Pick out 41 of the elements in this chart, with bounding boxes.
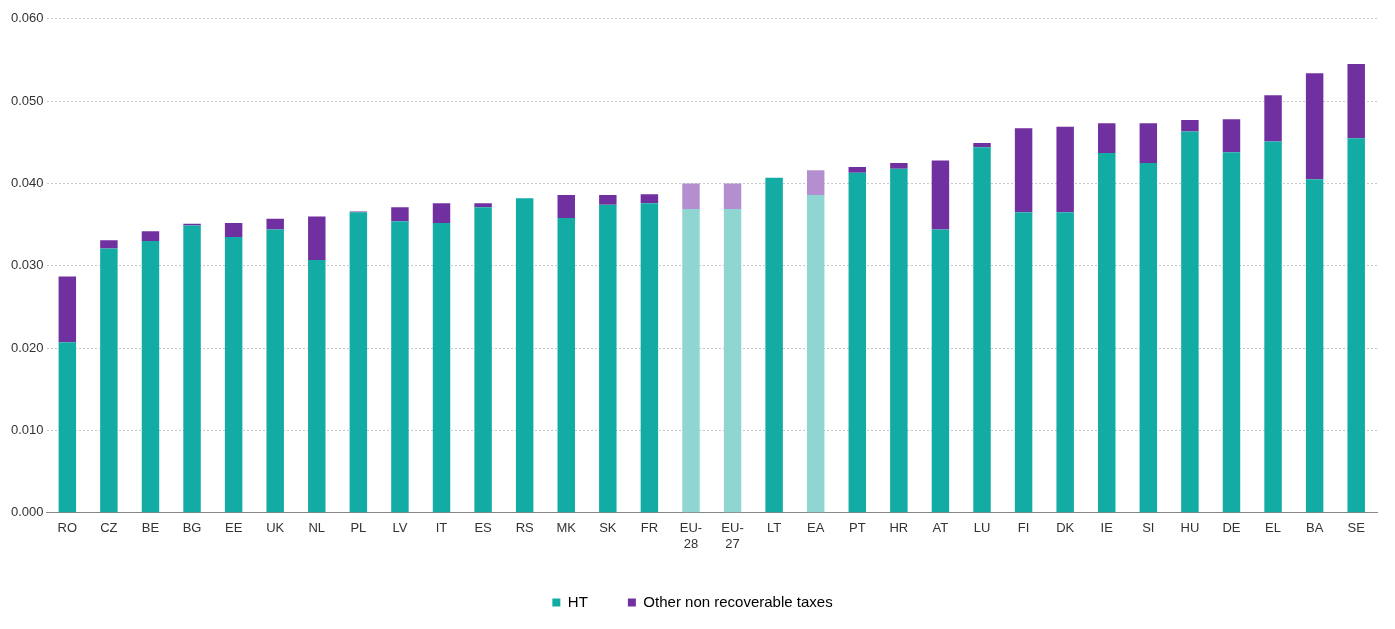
x-tick-label: BA xyxy=(1305,520,1324,536)
x-tick-label: EL xyxy=(1265,520,1282,536)
y-tick-label: 0.060 xyxy=(10,10,44,26)
x-tick-label: NL xyxy=(308,520,326,536)
x-tick-label: FI xyxy=(1017,520,1030,536)
x-tick-label: LT xyxy=(767,520,782,536)
x-tick-label: IE xyxy=(1100,520,1114,536)
x-tick-label: RS xyxy=(515,520,535,536)
x-tick-label: SE xyxy=(1347,520,1366,536)
x-tick-label: UK xyxy=(266,520,285,536)
x-tick-label: BG xyxy=(182,520,202,536)
x-tick-label: DK xyxy=(1056,520,1075,536)
x-tick-label: EU-28 xyxy=(679,520,703,551)
x-tick-label: FR xyxy=(640,520,659,536)
x-tick-label: EE xyxy=(224,520,243,536)
x-tick-label: HU xyxy=(1180,520,1200,536)
x-tick-label: MK xyxy=(556,520,577,536)
legend-label: Other non recoverable taxes xyxy=(643,592,833,610)
y-tick-label: 0.040 xyxy=(10,175,44,191)
x-tick-label: LU xyxy=(973,520,991,536)
y-tick-label: 0.020 xyxy=(10,339,44,355)
x-tick-label: BE xyxy=(141,520,160,536)
y-tick-label: 0.000 xyxy=(10,504,44,520)
y-tick-label: 0.050 xyxy=(10,92,44,108)
x-tick-label: SK xyxy=(599,520,617,536)
x-tick-label: CZ xyxy=(100,520,118,536)
x-tick-label: ES xyxy=(474,520,493,536)
legend-label: HT xyxy=(567,592,588,610)
y-tick-label: 0.010 xyxy=(10,422,44,438)
x-tick-label: SI xyxy=(1142,520,1155,536)
y-tick-label: 0.030 xyxy=(10,257,44,273)
x-tick-label: AT xyxy=(932,520,949,536)
x-tick-label: IT xyxy=(435,520,448,536)
x-tick-label: PT xyxy=(848,520,866,536)
x-tick-label: EU-27 xyxy=(721,520,744,551)
x-tick-label: HR xyxy=(889,520,909,536)
x-tick-label: DE xyxy=(1222,520,1241,536)
x-tick-label: LV xyxy=(392,520,408,536)
x-tick-label: PL xyxy=(350,520,367,536)
x-tick-label: EA xyxy=(807,520,825,536)
x-tick-label: RO xyxy=(57,520,78,536)
